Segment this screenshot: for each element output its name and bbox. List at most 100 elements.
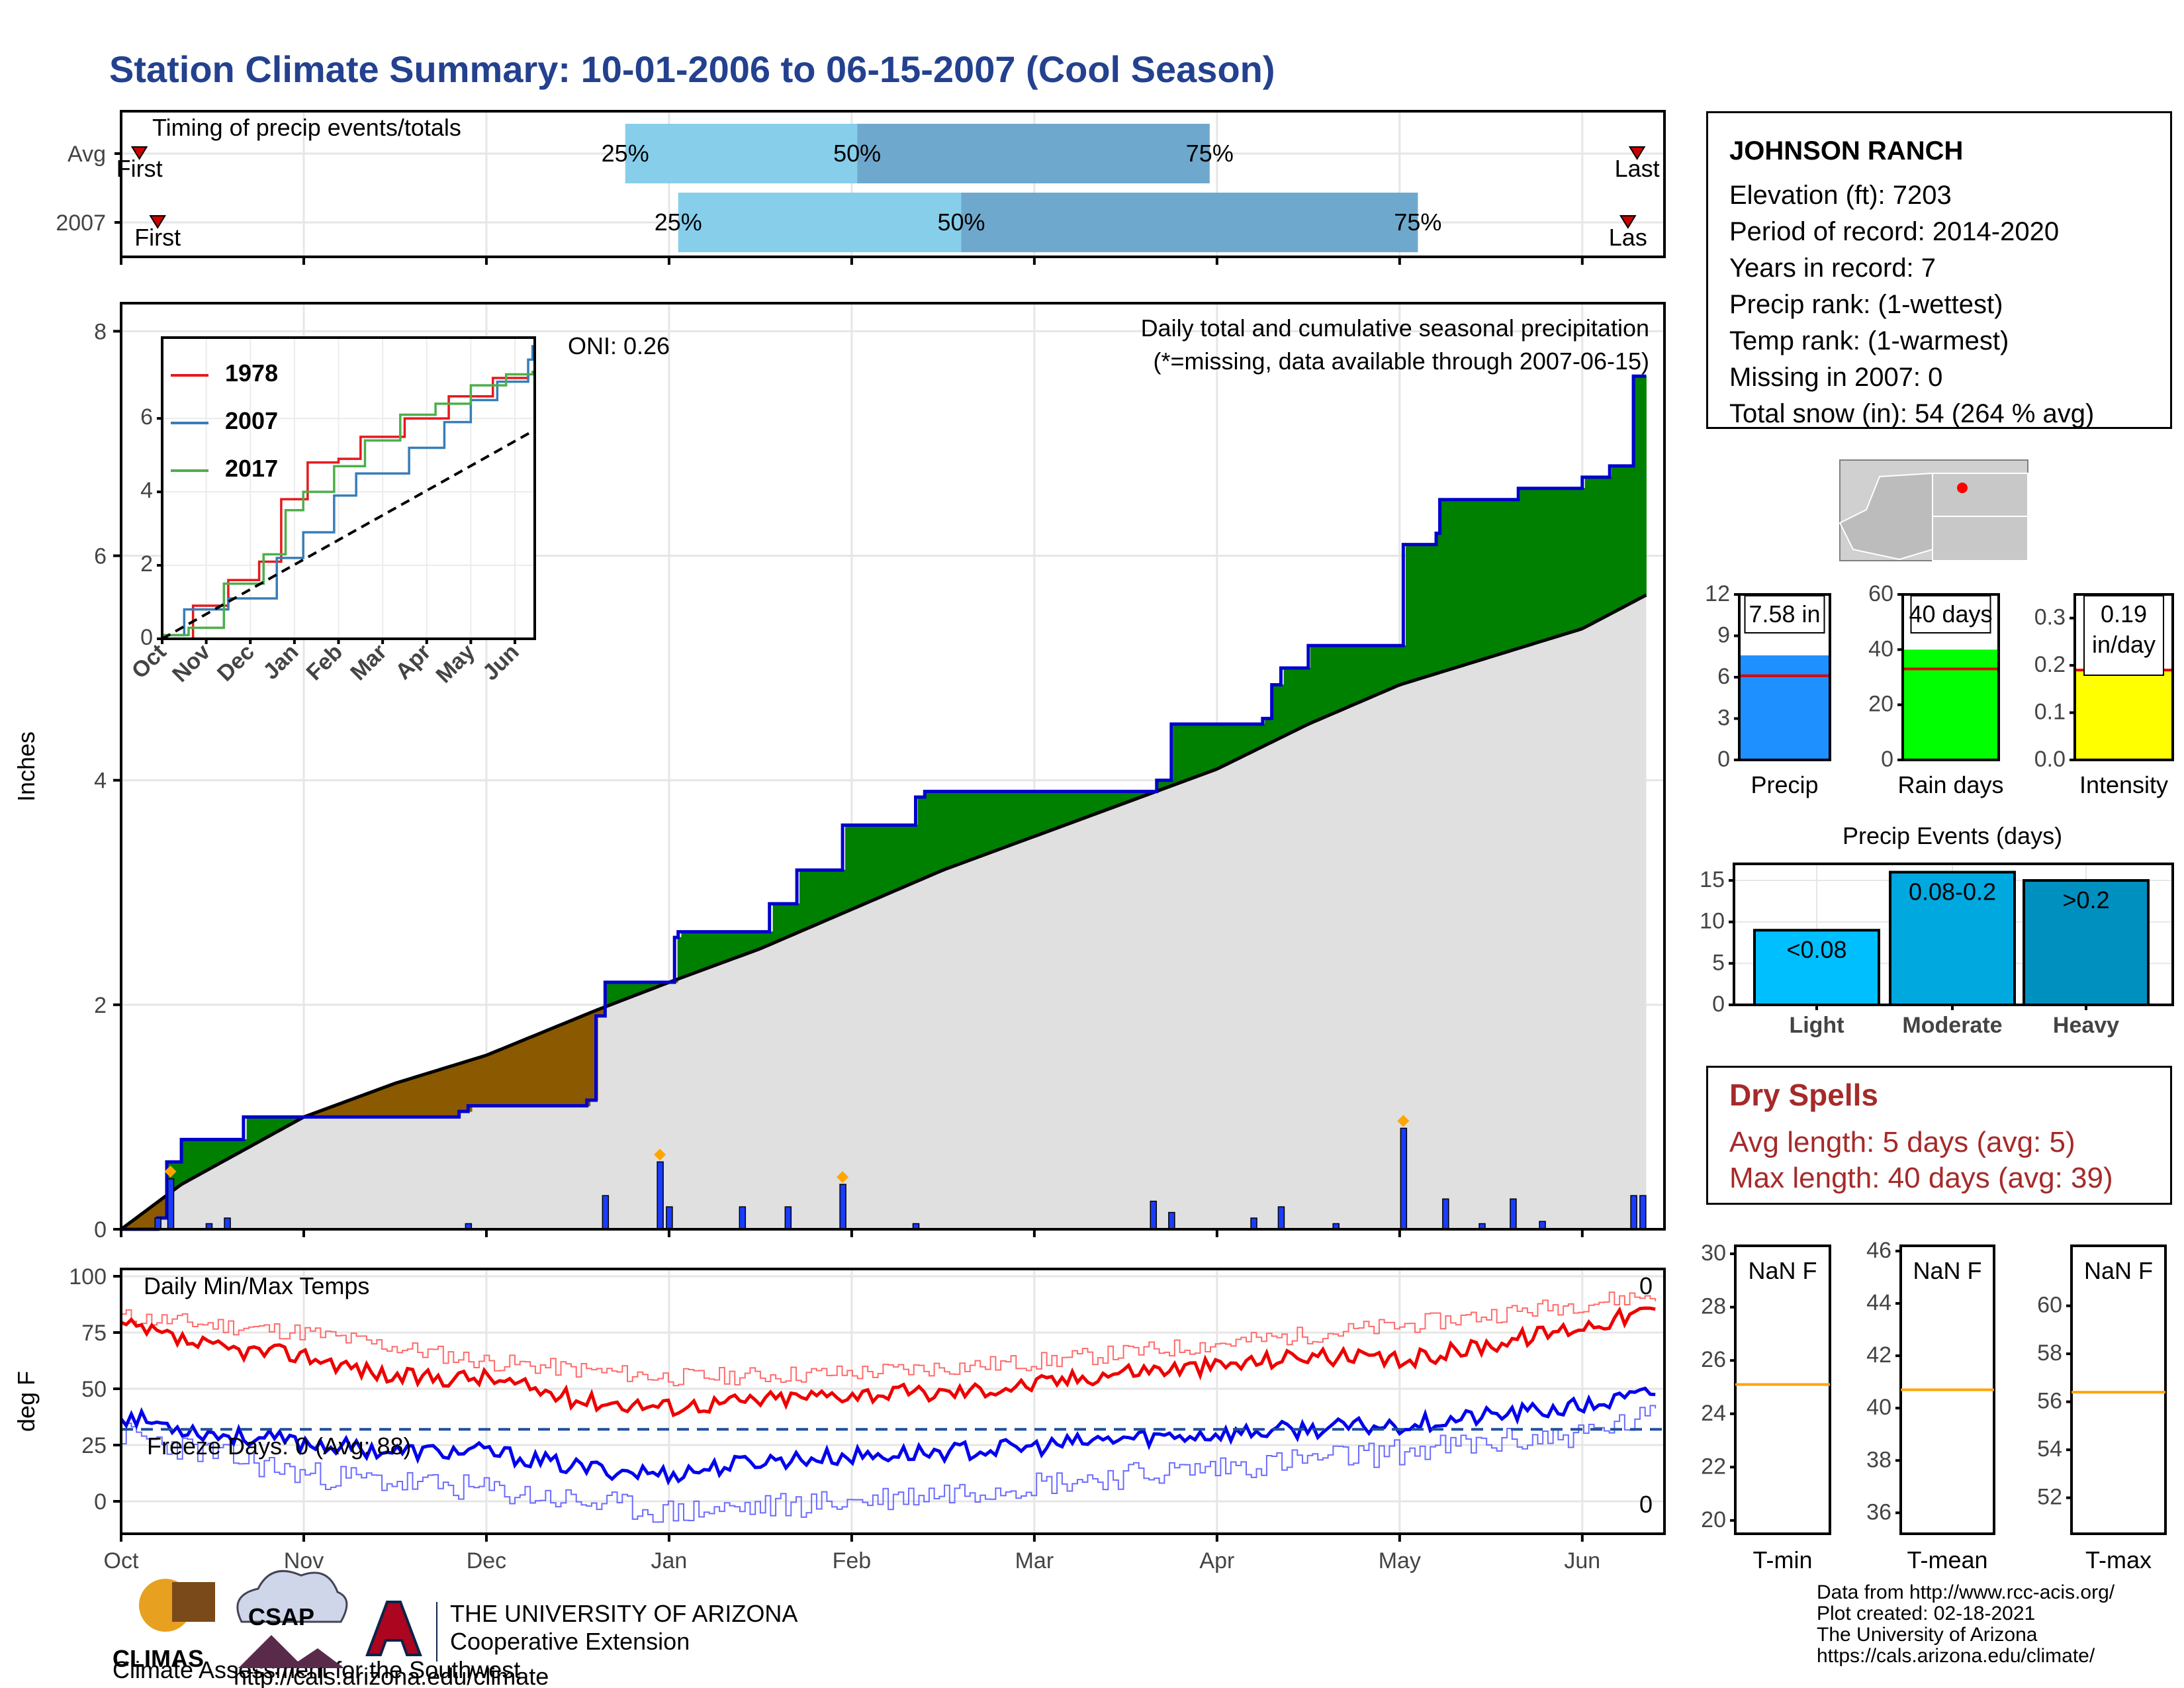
anomaly-area	[437, 1068, 442, 1117]
anomaly-area	[956, 791, 960, 866]
anomaly-area	[1295, 667, 1300, 731]
anomaly-area	[1474, 499, 1479, 663]
anomaly-area	[1417, 544, 1422, 680]
anomaly-area	[1634, 375, 1639, 602]
anomaly-area	[1504, 499, 1510, 653]
temp-summary-y-tick: 22	[1701, 1454, 1726, 1479]
panel-frame	[120, 110, 1666, 258]
anomaly-area	[971, 791, 976, 861]
anomaly-area	[845, 825, 850, 913]
temp-summary-value: NaN F	[2084, 1257, 2153, 1284]
summary-y-tick: 40	[1868, 636, 1893, 661]
csap-mountain-icon	[238, 1635, 344, 1668]
timing-marker-icon	[1619, 215, 1637, 229]
anomaly-area	[1375, 645, 1380, 696]
summary-y-tick: 0.0	[2034, 747, 2066, 772]
event-bar	[1753, 929, 1880, 1007]
anomaly-area	[700, 931, 705, 972]
anomaly-area	[1005, 791, 1010, 848]
anomaly-area	[925, 791, 930, 878]
x-tick-label: Mar	[1015, 1548, 1054, 1573]
anomaly-area	[185, 1139, 191, 1183]
anomaly-area	[1432, 544, 1437, 675]
summary-y-tick: 20	[1868, 692, 1893, 717]
temp-summary-name: T-min	[1753, 1546, 1813, 1573]
x-tick-label: Jan	[651, 1548, 688, 1573]
anomaly-area	[792, 903, 797, 936]
anomaly-area	[910, 825, 915, 885]
anomaly-area	[685, 931, 690, 977]
anomaly-area	[1329, 645, 1334, 716]
credits: Data from http://www.rcc-acis.org/ Plot …	[1817, 1582, 2115, 1667]
summary-bar	[1739, 655, 1830, 760]
anomaly-area	[426, 1072, 431, 1117]
anomaly-area	[1463, 499, 1468, 666]
summary-y-tick: 0.1	[2034, 700, 2066, 725]
anomaly-area	[1261, 724, 1265, 748]
inset-x-tick: Jun	[478, 639, 524, 686]
timing-label: Timing of precip events/totals	[152, 114, 461, 141]
anomaly-area	[872, 825, 877, 902]
anomaly-area	[1550, 488, 1555, 639]
events-title: Precip Events (days)	[1843, 822, 2062, 849]
anomaly-area	[1573, 488, 1578, 632]
station-info-box: JOHNSON RANCH Elevation (ft): 7203 Perio…	[1706, 111, 2172, 429]
inset-bg	[162, 338, 535, 639]
row-label: Avg	[68, 142, 106, 167]
anomaly-area	[418, 1074, 423, 1117]
anomaly-area	[727, 931, 732, 962]
timing-marker-label: Las	[1609, 224, 1647, 251]
anomaly-area	[452, 1064, 457, 1117]
anomaly-area	[742, 931, 747, 956]
anomaly-area	[940, 791, 945, 872]
anomaly-area	[1588, 477, 1594, 626]
anomaly-area	[1268, 718, 1273, 745]
x-tick-label: Oct	[104, 1548, 139, 1573]
max-marker-icon	[164, 1165, 177, 1178]
temp-summary-frame	[1734, 1244, 1831, 1535]
iqr-low-bar	[625, 124, 858, 183]
event-bar-label: >0.2	[2062, 886, 2109, 914]
daily-precip-bar	[657, 1161, 664, 1230]
anomaly-area	[1234, 724, 1239, 761]
anomaly-area	[963, 791, 968, 863]
anomaly-area	[1181, 724, 1185, 783]
anomaly-area	[1428, 544, 1433, 677]
anomaly-area	[257, 1116, 263, 1143]
anomaly-area	[384, 1085, 388, 1117]
anomaly-area	[1021, 791, 1025, 842]
anomaly-area	[978, 791, 983, 858]
anomaly-area	[1387, 645, 1391, 691]
dry-spells-title: Dry Spells	[1729, 1078, 1878, 1112]
anomaly-area	[1039, 791, 1044, 835]
anomaly-area	[608, 982, 614, 1006]
x-tick-label: Feb	[833, 1548, 872, 1573]
anomaly-area	[612, 982, 617, 1005]
anomaly-area	[704, 931, 709, 970]
anomaly-area	[1173, 724, 1178, 786]
anomaly-area	[1383, 645, 1388, 693]
anomaly-area	[707, 931, 713, 968]
temp-summary-y-tick: 26	[1701, 1347, 1726, 1372]
anomaly-area	[681, 931, 686, 978]
temp-summary-y-tick: 24	[1701, 1401, 1726, 1426]
anomaly-area	[1623, 465, 1628, 608]
anomaly-area	[193, 1139, 198, 1178]
temp-summary-y-tick: 42	[1866, 1342, 1891, 1368]
anomaly-area	[510, 1043, 514, 1106]
station-line-missing: Missing in 2007: 0	[1729, 363, 1943, 392]
y-tick-label: 8	[94, 319, 107, 344]
anomaly-area	[1066, 791, 1071, 825]
summary-frame	[1901, 593, 2000, 761]
anomaly-area	[1584, 477, 1590, 628]
anomaly-area	[201, 1139, 206, 1174]
anomaly-area	[361, 1094, 366, 1117]
summary-value-box	[1744, 595, 1825, 633]
pct-label: 25%	[602, 140, 649, 167]
temp-summary-value: NaN F	[1748, 1257, 1817, 1284]
anomaly-area	[990, 791, 995, 853]
anomaly-area	[799, 869, 804, 933]
inset-y-tick: 0	[140, 625, 153, 650]
anomaly-area	[815, 869, 819, 926]
anomaly-area	[1218, 724, 1224, 769]
